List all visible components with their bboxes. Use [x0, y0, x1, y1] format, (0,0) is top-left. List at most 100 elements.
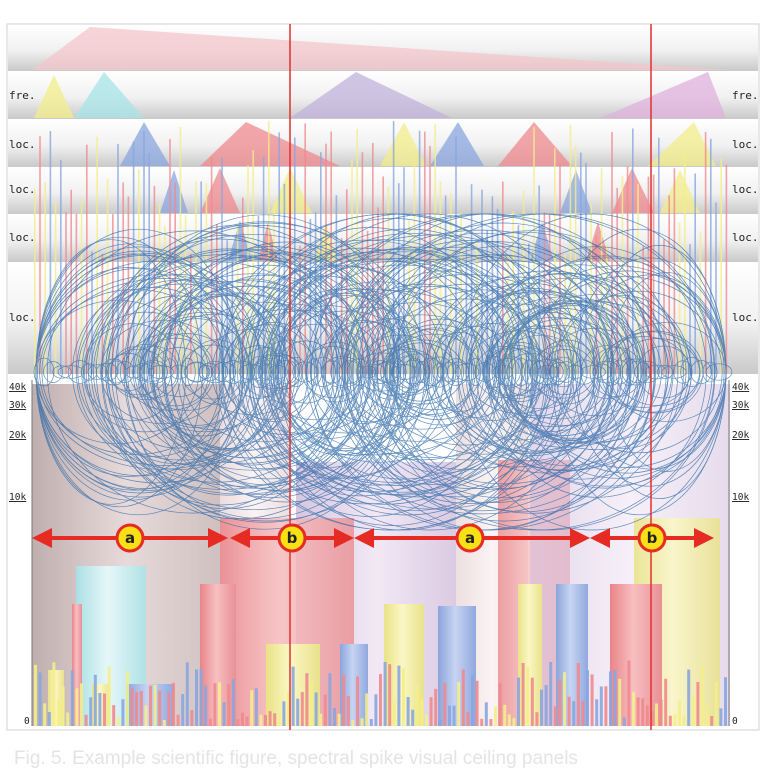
spike-bar	[439, 181, 442, 374]
arc-link	[530, 359, 564, 385]
histogram-bar	[89, 697, 93, 726]
histogram-bar	[328, 673, 332, 726]
histogram-bar	[563, 672, 566, 726]
histogram-bar	[43, 703, 47, 726]
histogram-bar	[153, 684, 157, 726]
histogram-bar	[425, 714, 428, 726]
arc-link	[139, 359, 168, 385]
histogram-bar	[411, 709, 415, 726]
spike-bar	[668, 195, 670, 374]
spike-bar	[200, 181, 202, 374]
arc-link	[488, 257, 727, 487]
arc-link	[388, 329, 474, 415]
arc-link	[275, 359, 299, 385]
spike-bar	[486, 230, 488, 374]
spike-bar	[637, 183, 639, 374]
arc-link	[434, 282, 623, 462]
arc-link	[418, 357, 444, 387]
histogram-bar	[287, 692, 290, 726]
triangle-fre-4	[600, 72, 726, 118]
triangle-fre-1	[34, 75, 74, 118]
arc-link	[138, 333, 235, 411]
arc-link	[201, 360, 229, 384]
histogram-bar	[461, 669, 465, 726]
band-label-loc3-right: loc.	[732, 231, 759, 244]
histogram-bar	[254, 688, 258, 726]
arc-link	[321, 360, 343, 384]
arc-link	[580, 344, 635, 400]
histogram-bar	[250, 690, 254, 726]
spike-bar	[143, 131, 145, 374]
spike-bar	[34, 188, 36, 374]
spike-bar	[496, 208, 499, 374]
band-label-loc1-left: loc.	[9, 138, 36, 151]
arc-link	[555, 290, 723, 454]
arc-link	[134, 311, 275, 433]
histogram-bar	[457, 682, 461, 726]
histogram-bar	[337, 713, 341, 726]
triangle-loc2-a	[200, 168, 240, 213]
histogram-bar	[618, 678, 622, 726]
arc-link	[240, 227, 501, 517]
arc-link	[521, 359, 539, 385]
histogram-bar	[406, 697, 410, 726]
histogram-bar	[61, 686, 65, 726]
spike-bar	[91, 251, 93, 374]
spike-bar	[694, 173, 696, 374]
arc-link	[364, 344, 415, 400]
arc-link	[266, 228, 549, 516]
arc-link	[476, 264, 684, 480]
histogram-bar	[553, 706, 557, 726]
histogram-bar	[162, 720, 166, 726]
histogram-bar	[691, 695, 695, 726]
arc-link	[503, 293, 692, 451]
arc-link	[368, 363, 386, 381]
histogram-bar	[66, 712, 70, 726]
spike-bar	[387, 186, 390, 374]
histogram-bar	[724, 677, 727, 726]
arc-link	[690, 359, 712, 385]
spike-bar	[252, 150, 254, 374]
arc-link	[292, 361, 318, 383]
arc-link	[511, 265, 725, 479]
arc-link	[123, 225, 399, 519]
spike-bar	[39, 136, 41, 374]
spike-bar	[632, 128, 634, 374]
histogram-bar	[126, 671, 129, 726]
histogram-bar	[512, 718, 516, 726]
histogram-bar	[356, 676, 359, 726]
histogram-bar	[351, 720, 355, 726]
histogram-bar	[475, 680, 479, 726]
histogram-bar	[158, 690, 162, 726]
triangle-loc1-f	[648, 122, 716, 166]
histogram-small-bars	[34, 660, 727, 726]
triangle-loc1-c	[380, 122, 426, 166]
arc-link	[426, 270, 669, 474]
spike-bar	[408, 220, 410, 374]
histogram-bar	[558, 679, 562, 726]
arc-link	[93, 257, 394, 487]
histogram-bar	[291, 666, 295, 726]
badge-a1-label: a	[125, 529, 135, 547]
arc-link	[535, 339, 599, 405]
spike-bar	[517, 225, 520, 374]
arc-link	[125, 365, 143, 379]
histogram-bar	[268, 711, 272, 726]
arc-link	[372, 298, 558, 446]
arc-link	[566, 364, 584, 380]
tick-10k-left: 10k	[9, 492, 26, 503]
spike-bar	[533, 127, 535, 374]
arc-link	[164, 264, 371, 480]
arc-link	[615, 338, 700, 406]
histogram-bar	[273, 713, 277, 726]
histogram-bar	[80, 683, 83, 726]
tick-40k-left: 40k	[9, 382, 26, 393]
spike-bar	[112, 214, 114, 374]
spike-bar	[325, 143, 327, 374]
histogram-bar	[149, 685, 152, 726]
triangle-loc1-d	[430, 122, 484, 166]
spike-bar	[268, 121, 270, 374]
histogram-bar	[682, 715, 686, 726]
histogram-bar	[668, 715, 672, 726]
arc-link	[338, 360, 362, 384]
